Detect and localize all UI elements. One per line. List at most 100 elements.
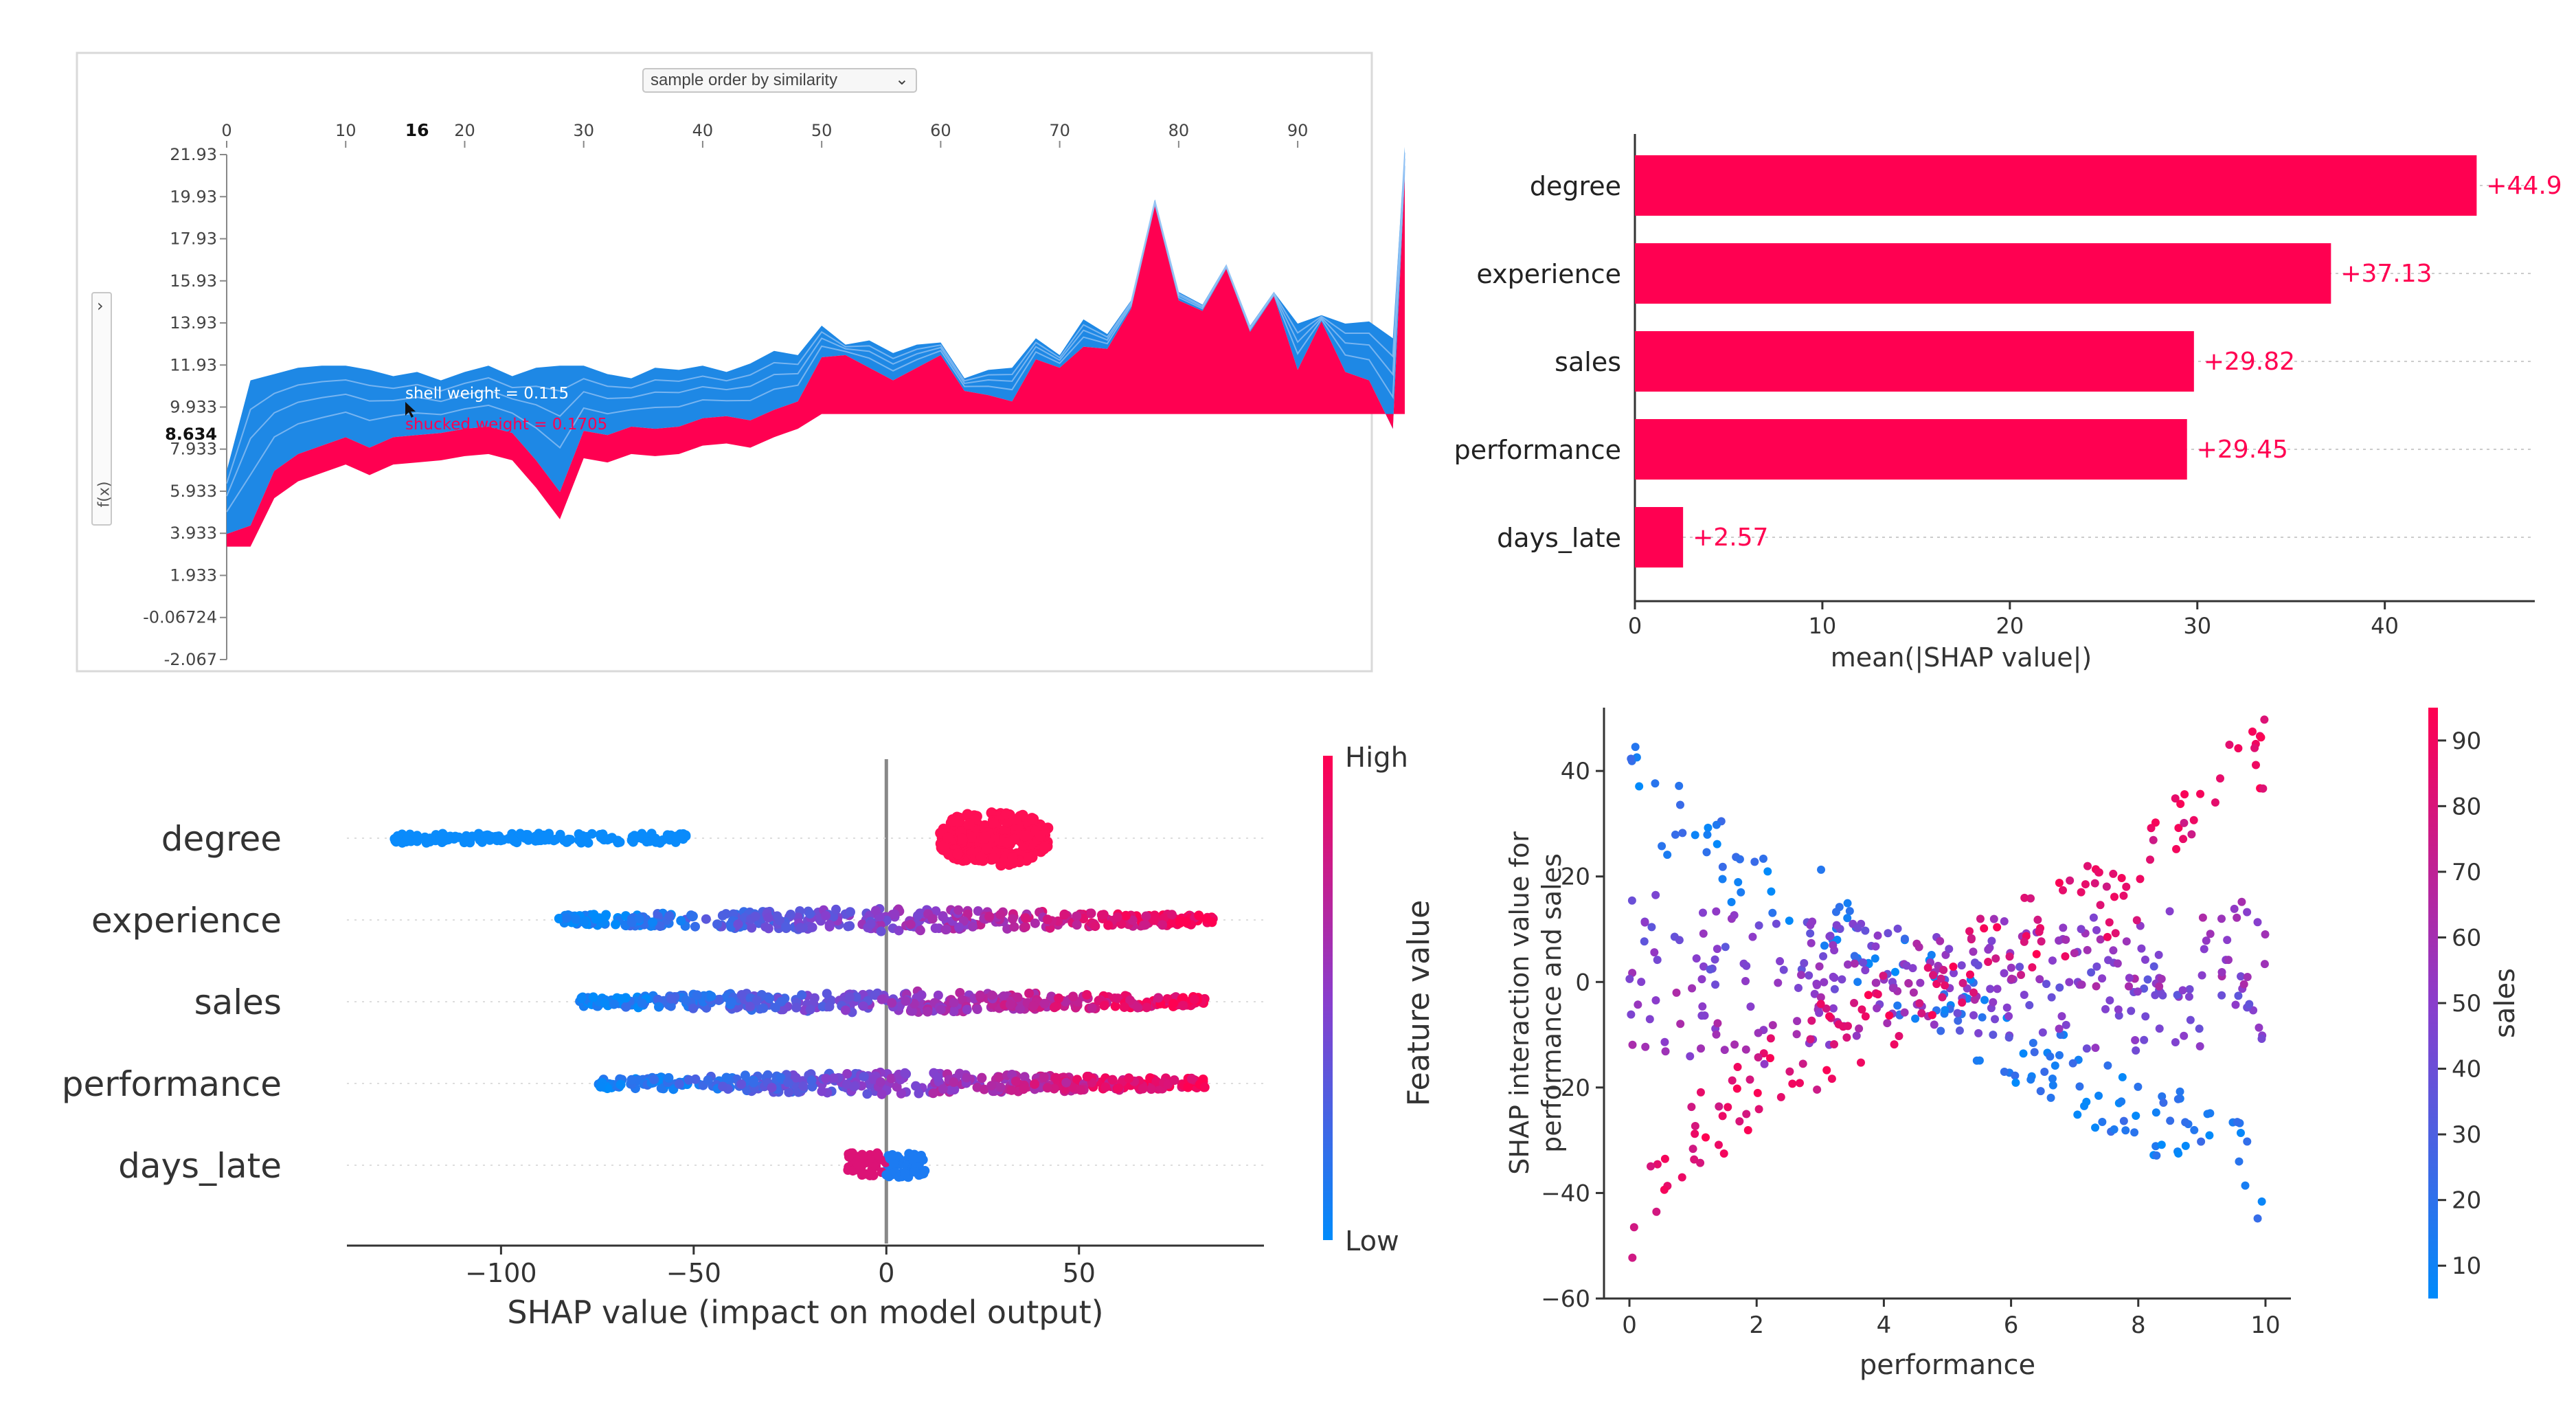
- interaction-point: [2000, 969, 2009, 978]
- interaction-point: [1810, 989, 1819, 998]
- interaction-point: [1640, 918, 1649, 927]
- interaction-point: [1697, 1044, 1706, 1053]
- interaction-point: [1831, 908, 1840, 917]
- shap-point: [613, 835, 623, 846]
- interaction-point: [2159, 1099, 2168, 1108]
- shap-point: [795, 923, 805, 933]
- interaction-point: [1829, 1039, 1838, 1048]
- mean-shap-bar-chart: degree +44.9 experience +37.13 sales +29.82 pe…: [1454, 134, 2562, 673]
- shap-point: [611, 919, 621, 930]
- interaction-point: [1941, 1006, 1950, 1015]
- shap-point: [646, 829, 657, 839]
- y-tick-label: 9.933: [170, 397, 217, 416]
- interaction-point: [1699, 962, 1708, 971]
- shap-point: [1124, 1073, 1134, 1083]
- interaction-point: [1900, 1008, 1909, 1017]
- interaction-point: [1888, 978, 1897, 987]
- interaction-scatter-chart: 40 20 0 −20 −40 −60 0 2 4 6 8 10 performance SHAP int…: [1504, 708, 2521, 1381]
- interaction-point: [1675, 781, 1684, 790]
- x-axis-label: mean(|SHAP value|): [1831, 642, 2092, 673]
- interaction-point: [1929, 971, 1938, 980]
- interaction-point: [1754, 921, 1763, 930]
- interaction-point: [1661, 1047, 1670, 1056]
- x-tick-label: 60: [930, 121, 951, 140]
- shap-point: [1142, 1002, 1152, 1013]
- interaction-point: [1728, 1076, 1737, 1085]
- sidebar-toggle[interactable]: › f(x): [91, 292, 113, 526]
- shap-point: [846, 1148, 856, 1158]
- interaction-point: [2082, 1097, 2091, 1106]
- interaction-point: [2047, 993, 2056, 1002]
- interaction-point: [1785, 917, 1794, 925]
- interaction-point: [1640, 937, 1649, 946]
- sample-order-dropdown[interactable]: sample order by similarity ⌄: [642, 68, 917, 93]
- interaction-point: [2158, 1092, 2167, 1101]
- chevron-right-icon[interactable]: ›: [97, 296, 104, 315]
- interaction-point: [1871, 942, 1880, 951]
- y-tick-label: 1.933: [170, 565, 217, 585]
- shap-point: [988, 852, 999, 864]
- y-tick-label: 20: [1561, 864, 1590, 891]
- shap-point: [579, 917, 589, 927]
- shap-point: [1099, 1000, 1109, 1011]
- y-tick-label: −60: [1541, 1285, 1590, 1313]
- interaction-point: [1651, 890, 1660, 899]
- shap-point: [821, 910, 831, 921]
- interaction-point: [1713, 840, 1721, 848]
- interaction-point: [1721, 943, 1730, 952]
- x-tick-label: 10: [2250, 1312, 2280, 1339]
- shap-point: [905, 919, 916, 930]
- interaction-point: [2046, 1093, 2055, 1102]
- interaction-point: [1815, 962, 1824, 971]
- interaction-point: [2211, 798, 2219, 807]
- interaction-point: [1625, 974, 1634, 983]
- interaction-point: [2137, 944, 2146, 953]
- shap-point: [1020, 921, 1030, 932]
- interaction-point: [2114, 1011, 2123, 1020]
- interaction-point: [1718, 1112, 1727, 1121]
- shap-point: [1054, 993, 1064, 1004]
- feature-label: performance: [62, 1064, 282, 1104]
- interaction-point: [1779, 965, 1788, 974]
- interaction-point: [1969, 1011, 1978, 1020]
- interaction-point: [1984, 958, 1993, 967]
- interaction-point: [2038, 1028, 2047, 1037]
- shap-point: [1019, 1072, 1030, 1082]
- interaction-point: [1845, 907, 1854, 916]
- interaction-point: [2035, 928, 2044, 936]
- interaction-point: [2260, 715, 2269, 724]
- shap-point: [587, 829, 597, 839]
- interaction-point: [2172, 844, 2181, 853]
- interaction-point: [2125, 982, 2134, 991]
- interaction-point: [1890, 1040, 1899, 1049]
- shap-point: [817, 1002, 828, 1012]
- value-label: +44.9: [2486, 172, 2562, 200]
- shap-point: [664, 1072, 674, 1083]
- interaction-point: [1766, 1034, 1775, 1043]
- interaction-point: [1900, 934, 1909, 943]
- interaction-point: [1829, 941, 1838, 949]
- x-tick-label: 50: [1063, 1258, 1096, 1288]
- interaction-point: [2114, 1005, 2123, 1014]
- shap-point: [821, 1074, 831, 1084]
- category-label: experience: [1476, 259, 1621, 289]
- shap-point: [1157, 920, 1168, 930]
- interaction-point: [1748, 932, 1757, 941]
- bar: [1635, 507, 1684, 567]
- colorbar-tick-label: 70: [2452, 859, 2481, 886]
- shap-point: [554, 913, 564, 923]
- interaction-point: [1732, 1084, 1741, 1093]
- shap-point: [1049, 1002, 1059, 1013]
- shap-point: [653, 994, 663, 1004]
- interaction-point: [1805, 971, 1814, 980]
- shap-point: [938, 912, 948, 922]
- chevron-down-icon: ⌄: [894, 70, 909, 89]
- shap-point: [745, 1002, 755, 1012]
- interaction-point: [1861, 926, 1870, 935]
- interaction-point: [2197, 1137, 2206, 1146]
- shap-point: [890, 909, 900, 919]
- interaction-point: [1696, 1088, 1705, 1097]
- interaction-point: [1676, 1020, 1685, 1029]
- colorbar-tick-label: 40: [2452, 1056, 2481, 1083]
- shap-point: [712, 919, 723, 930]
